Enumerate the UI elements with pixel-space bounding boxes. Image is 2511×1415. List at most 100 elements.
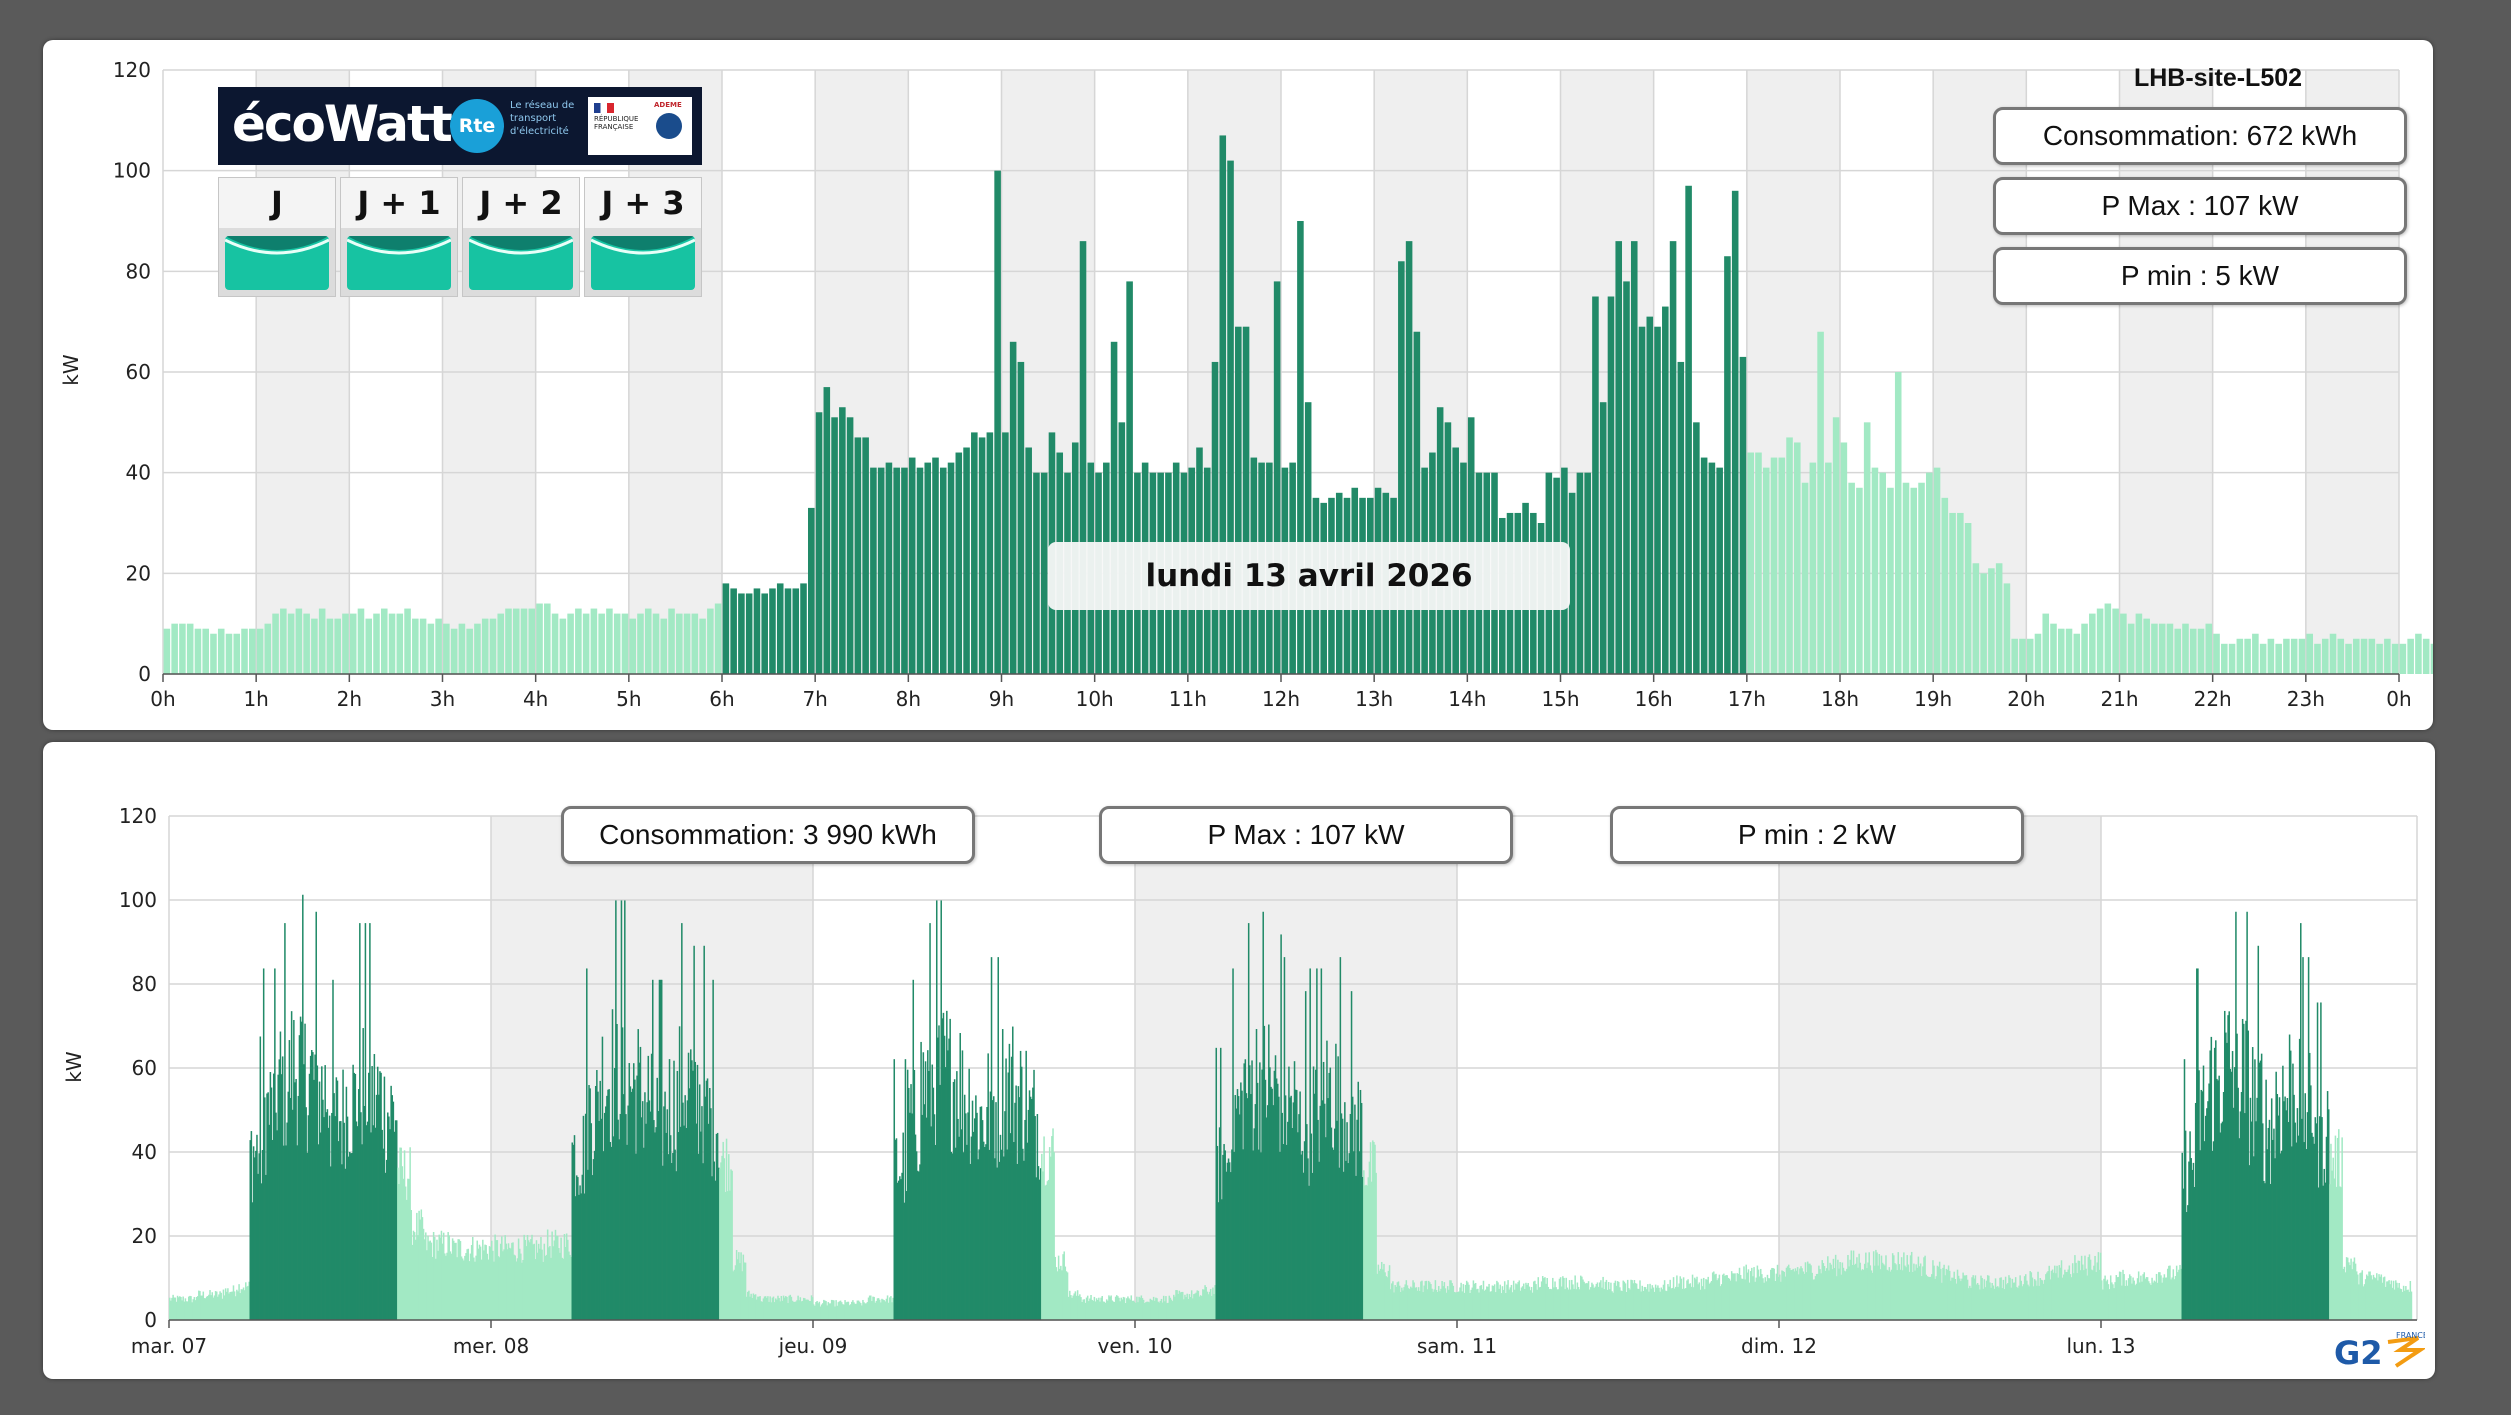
- bar[interactable]: [1783, 1271, 1785, 1320]
- bar[interactable]: [196, 1296, 199, 1320]
- bar[interactable]: [350, 1153, 352, 1320]
- bar[interactable]: [2096, 608, 2104, 674]
- bar[interactable]: [529, 1242, 531, 1320]
- bar[interactable]: [1114, 1296, 1117, 1320]
- bar[interactable]: [195, 1297, 198, 1320]
- bar[interactable]: [594, 1085, 597, 1320]
- bar[interactable]: [257, 1173, 259, 1320]
- bar[interactable]: [1413, 1282, 1415, 1320]
- bar[interactable]: [1924, 1255, 1926, 1320]
- bar[interactable]: [458, 623, 466, 674]
- bar[interactable]: [810, 1295, 813, 1320]
- bar[interactable]: [2223, 1010, 2226, 1320]
- bar[interactable]: [325, 1112, 328, 1320]
- bar[interactable]: [355, 1121, 358, 1320]
- bar[interactable]: [1435, 1290, 1438, 1320]
- bar[interactable]: [692, 1070, 694, 1320]
- bar[interactable]: [499, 1243, 502, 1320]
- bar[interactable]: [2344, 1272, 2347, 1320]
- bar[interactable]: [2403, 1290, 2406, 1320]
- bar[interactable]: [1145, 1302, 1147, 1320]
- bar[interactable]: [829, 1303, 832, 1320]
- bar[interactable]: [1062, 1254, 1064, 1320]
- bar[interactable]: [1805, 1272, 1808, 1320]
- bar[interactable]: [894, 1139, 897, 1320]
- bar[interactable]: [1476, 1289, 1478, 1320]
- bar[interactable]: [1941, 497, 1949, 674]
- bar[interactable]: [1694, 1277, 1696, 1320]
- bar[interactable]: [181, 1300, 183, 1320]
- bar[interactable]: [515, 1261, 518, 1320]
- bar[interactable]: [1016, 1163, 1019, 1320]
- bar[interactable]: [2011, 1278, 2014, 1320]
- bar[interactable]: [2127, 1278, 2130, 1320]
- bar[interactable]: [644, 608, 652, 674]
- bar[interactable]: [1896, 1270, 1898, 1320]
- bar[interactable]: [179, 1296, 181, 1320]
- bar[interactable]: [1794, 1268, 1797, 1320]
- bar[interactable]: [1350, 991, 1353, 1320]
- bar[interactable]: [1417, 1287, 1420, 1320]
- bar[interactable]: [1798, 1274, 1800, 1320]
- bar[interactable]: [1231, 1149, 1233, 1320]
- bar[interactable]: [1672, 1277, 1675, 1320]
- bar[interactable]: [2247, 1030, 2249, 1320]
- bar[interactable]: [1941, 1282, 1943, 1320]
- bar[interactable]: [1787, 1264, 1790, 1320]
- bar[interactable]: [2253, 1156, 2255, 1320]
- bar[interactable]: [1344, 1102, 1346, 1320]
- bar[interactable]: [418, 1210, 420, 1320]
- bar[interactable]: [217, 1296, 219, 1320]
- bar[interactable]: [1497, 1282, 1499, 1320]
- bar[interactable]: [1928, 1277, 1931, 1320]
- bar[interactable]: [491, 1240, 493, 1320]
- bar[interactable]: [1421, 1280, 1423, 1320]
- bar[interactable]: [2263, 1180, 2265, 1320]
- bar[interactable]: [639, 1046, 642, 1320]
- bar[interactable]: [2388, 1280, 2390, 1320]
- bar[interactable]: [671, 1163, 673, 1320]
- bar[interactable]: [296, 1145, 298, 1320]
- bar[interactable]: [730, 588, 737, 674]
- bar[interactable]: [1092, 1300, 1095, 1320]
- bar[interactable]: [353, 1072, 355, 1320]
- bar[interactable]: [260, 1183, 263, 1320]
- bar[interactable]: [1500, 1293, 1503, 1320]
- bar[interactable]: [534, 1259, 537, 1320]
- bar[interactable]: [1824, 1270, 1827, 1320]
- bar[interactable]: [2070, 1277, 2073, 1320]
- bar[interactable]: [1547, 1286, 1550, 1320]
- bar[interactable]: [695, 1123, 698, 1320]
- bar[interactable]: [553, 1240, 556, 1320]
- bar[interactable]: [259, 1036, 262, 1321]
- bar[interactable]: [1298, 1114, 1300, 1320]
- bar[interactable]: [397, 1167, 399, 1320]
- bar[interactable]: [1149, 1298, 1152, 1320]
- bar[interactable]: [207, 1296, 209, 1320]
- bar[interactable]: [1393, 1292, 1395, 1320]
- bar[interactable]: [1658, 1287, 1660, 1320]
- bar[interactable]: [261, 1149, 264, 1320]
- bar[interactable]: [1194, 1293, 1196, 1320]
- bar[interactable]: [2379, 1276, 2381, 1320]
- bar[interactable]: [2132, 1277, 2134, 1320]
- bar[interactable]: [648, 1100, 651, 1320]
- bar[interactable]: [1975, 1284, 1978, 1320]
- bar[interactable]: [524, 1239, 527, 1320]
- bar[interactable]: [1273, 281, 1281, 674]
- bar[interactable]: [324, 1065, 326, 1320]
- bar[interactable]: [2262, 1123, 2264, 1320]
- bar[interactable]: [2370, 1275, 2372, 1320]
- bar[interactable]: [2282, 1065, 2284, 1320]
- bar[interactable]: [2126, 1285, 2129, 1320]
- bar[interactable]: [2174, 1276, 2177, 1320]
- bar[interactable]: [1095, 1298, 1098, 1320]
- bar[interactable]: [398, 1184, 400, 1320]
- bar[interactable]: [1615, 1285, 1618, 1320]
- bar[interactable]: [295, 1078, 297, 1320]
- bar[interactable]: [461, 1258, 464, 1320]
- bar[interactable]: [726, 1191, 729, 1320]
- bar[interactable]: [441, 1243, 444, 1320]
- bar[interactable]: [1894, 1263, 1896, 1320]
- bar[interactable]: [1886, 1269, 1888, 1320]
